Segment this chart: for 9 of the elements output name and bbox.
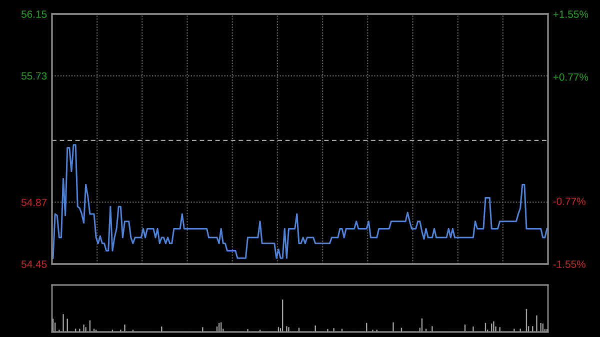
y2-tick-label: -0.77% <box>553 198 586 205</box>
y-tick-label: 54.45 <box>21 260 47 268</box>
y-tick-label: 54.87 <box>21 198 47 206</box>
y-tick-label: 56.15 <box>21 10 47 18</box>
y2-tick-label: +0.77% <box>553 73 588 81</box>
line-series <box>52 144 548 259</box>
y2-tick-label: +1.55% <box>553 10 588 18</box>
y2-tick-label: -1.55% <box>553 260 586 268</box>
y-tick-label: 55.73 <box>21 72 47 80</box>
